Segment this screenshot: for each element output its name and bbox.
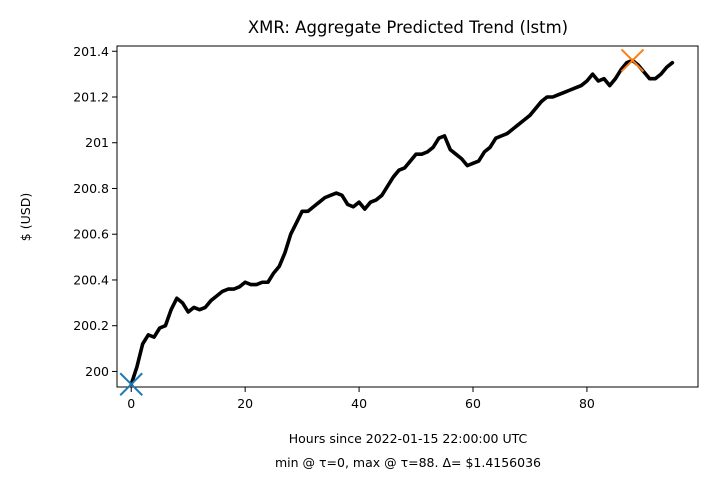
y-tick-label: 200.4 [73, 272, 109, 287]
max-marker [620, 48, 645, 73]
marker-stroke [119, 372, 143, 396]
y-tick-label: 200.8 [73, 181, 109, 196]
x-tick-label: 0 [127, 396, 135, 411]
y-tick-label: 200.2 [73, 318, 109, 333]
plot-area [116, 45, 699, 388]
x-axis-ticks: 0 20 40 60 80 [127, 387, 595, 411]
y-tick-label: 201.2 [73, 90, 109, 105]
y-tick-label: 200.6 [73, 227, 109, 242]
marker-stroke [620, 48, 645, 73]
x-tick-label: 40 [351, 396, 367, 411]
series-layer [129, 58, 675, 387]
axes-frame [116, 45, 699, 388]
x-axis-sublabel: min @ τ=0, max @ τ=88. Δ= $1.4156036 [275, 455, 541, 470]
y-axis-label: $ (USD) [18, 193, 33, 241]
y-tick-label: 200 [85, 364, 109, 379]
x-tick-label: 20 [237, 396, 253, 411]
x-tick-label: 60 [465, 396, 481, 411]
series-line [129, 58, 675, 387]
y-axis-ticks: 200 200.2 200.4 200.6 200.8 201 201.2 201.4 [73, 44, 117, 379]
x-tick-label: 80 [579, 396, 595, 411]
chart-title: XMR: Aggregate Predicted Trend (lstm) [248, 18, 568, 37]
y-tick-label: 201 [85, 135, 109, 150]
x-axis-label: Hours since 2022-01-15 22:00:00 UTC [289, 431, 528, 446]
marker-layer [119, 48, 645, 396]
min-marker [119, 372, 143, 396]
y-tick-label: 201.4 [73, 44, 109, 59]
